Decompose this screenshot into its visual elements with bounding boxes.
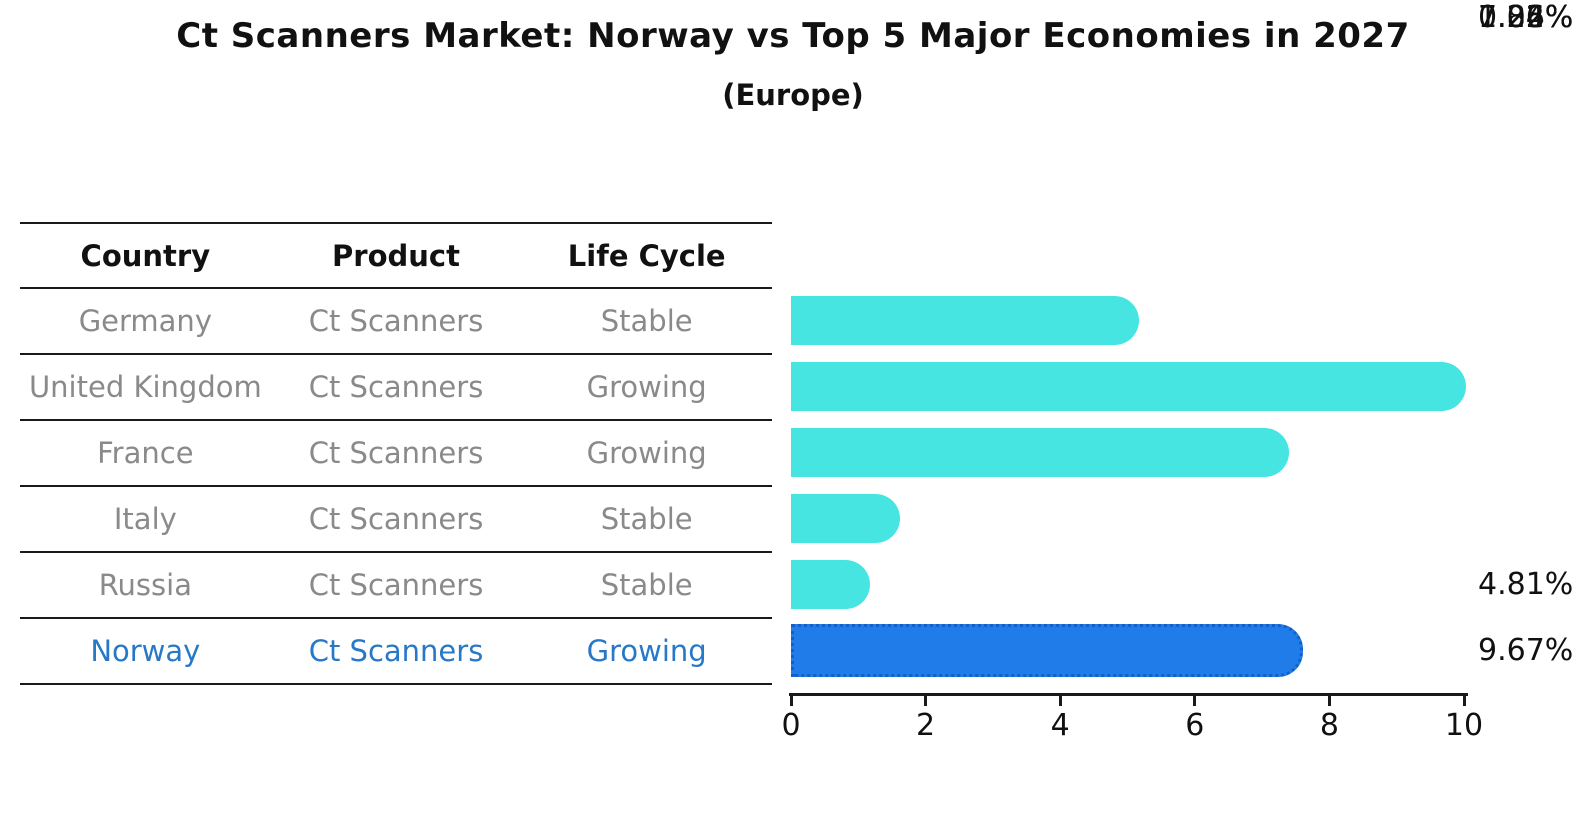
bar-norway (791, 624, 1303, 677)
x-tick-mark (1327, 695, 1331, 706)
bar-france (791, 428, 1289, 477)
country-cell: Germany (78, 304, 212, 338)
country-cell: France (97, 436, 194, 470)
x-tick-mark (789, 695, 793, 706)
x-tick-mark (1193, 695, 1197, 706)
x-tick-label: 4 (1050, 708, 1070, 743)
col-header-life-cycle: Life Cycle (567, 238, 726, 273)
x-tick-mark (1462, 695, 1466, 706)
life-cycle-cell: Growing (586, 634, 707, 668)
value-label-united-kingdom: 9.67% (1478, 633, 1574, 668)
bar-russia (791, 560, 871, 609)
col-header-product: Product (332, 238, 460, 273)
value-label-germany: 4.81% (1478, 567, 1574, 602)
value-label-russia: 0.82% (1478, 0, 1574, 35)
product-cell: Ct Scanners (308, 370, 484, 404)
country-cell: Norway (90, 634, 201, 668)
table-row-united-kingdom: United Kingdom Ct Scanners Growing (20, 355, 772, 421)
value-label-france: 7.04% (1478, 0, 1574, 35)
x-tick-label: 6 (1185, 708, 1205, 743)
bar-united-kingdom (791, 362, 1466, 411)
x-tick-label: 2 (916, 708, 936, 743)
table-row-germany: Germany Ct Scanners Stable (20, 289, 772, 355)
comparison-table: Country Product Life Cycle Germany Ct Sc… (20, 222, 772, 685)
table-row-norway: Norway Ct Scanners Growing (20, 619, 772, 685)
country-cell: United Kingdom (28, 370, 262, 404)
page-subtitle: (Europe) (722, 78, 864, 112)
x-tick-mark (1058, 695, 1062, 706)
x-tick-label: 8 (1319, 708, 1339, 743)
x-axis-line (789, 693, 1468, 696)
life-cycle-cell: Stable (600, 568, 693, 602)
page-title: Ct Scanners Market: Norway vs Top 5 Majo… (176, 16, 1410, 56)
product-cell: Ct Scanners (308, 304, 484, 338)
table-row-italy: Italy Ct Scanners Stable (20, 487, 772, 553)
life-cycle-cell: Growing (586, 436, 707, 470)
country-cell: Russia (98, 568, 192, 602)
value-label-norway: 7.25% (1478, 0, 1574, 35)
col-header-country: Country (80, 238, 211, 273)
product-cell: Ct Scanners (308, 568, 484, 602)
bar-italy (791, 494, 900, 543)
bar-germany (791, 296, 1139, 345)
product-cell: Ct Scanners (308, 436, 484, 470)
x-tick-label: 0 (781, 708, 801, 743)
table-row-france: France Ct Scanners Growing (20, 421, 772, 487)
bar-chart (791, 0, 1488, 700)
x-axis: 0 2 4 6 8 10 (781, 695, 1483, 755)
value-label-italy: 1.26% (1478, 0, 1574, 35)
product-cell: Ct Scanners (308, 502, 484, 536)
x-tick-label: 10 (1444, 708, 1484, 743)
life-cycle-cell: Growing (586, 370, 707, 404)
product-cell: Ct Scanners (308, 634, 484, 668)
country-cell: Italy (113, 502, 177, 536)
x-tick-mark (924, 695, 928, 706)
table-header-row: Country Product Life Cycle (20, 224, 772, 289)
life-cycle-cell: Stable (600, 502, 693, 536)
table-row-russia: Russia Ct Scanners Stable (20, 553, 772, 619)
life-cycle-cell: Stable (600, 304, 693, 338)
